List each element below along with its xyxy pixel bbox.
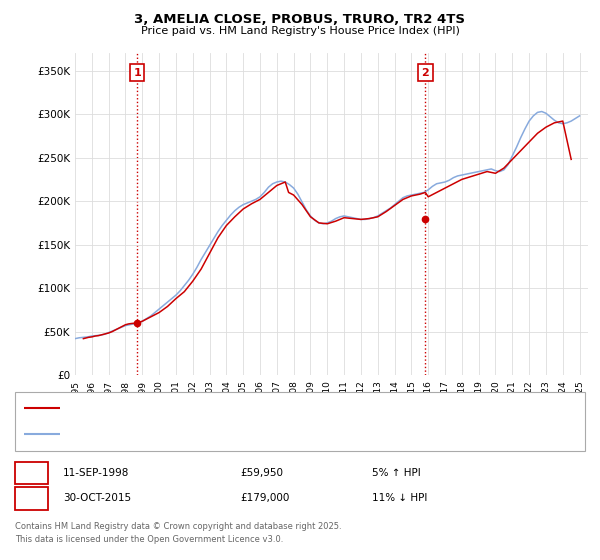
Text: 3, AMELIA CLOSE, PROBUS, TRURO, TR2 4TS (semi-detached house): 3, AMELIA CLOSE, PROBUS, TRURO, TR2 4TS … <box>66 403 421 413</box>
Text: HPI: Average price, semi-detached house, Cornwall: HPI: Average price, semi-detached house,… <box>66 430 333 440</box>
Text: 2: 2 <box>28 493 35 503</box>
Text: 5% ↑ HPI: 5% ↑ HPI <box>372 468 421 478</box>
Text: 1: 1 <box>133 68 141 78</box>
Text: 11% ↓ HPI: 11% ↓ HPI <box>372 493 427 503</box>
Text: 1: 1 <box>28 468 35 478</box>
Text: 3, AMELIA CLOSE, PROBUS, TRURO, TR2 4TS: 3, AMELIA CLOSE, PROBUS, TRURO, TR2 4TS <box>134 13 466 26</box>
Text: 30-OCT-2015: 30-OCT-2015 <box>63 493 131 503</box>
Text: Contains HM Land Registry data © Crown copyright and database right 2025.
This d: Contains HM Land Registry data © Crown c… <box>15 522 341 544</box>
Text: £59,950: £59,950 <box>240 468 283 478</box>
Text: 2: 2 <box>421 68 429 78</box>
Text: 11-SEP-1998: 11-SEP-1998 <box>63 468 130 478</box>
Text: £179,000: £179,000 <box>240 493 289 503</box>
Text: Price paid vs. HM Land Registry's House Price Index (HPI): Price paid vs. HM Land Registry's House … <box>140 26 460 36</box>
